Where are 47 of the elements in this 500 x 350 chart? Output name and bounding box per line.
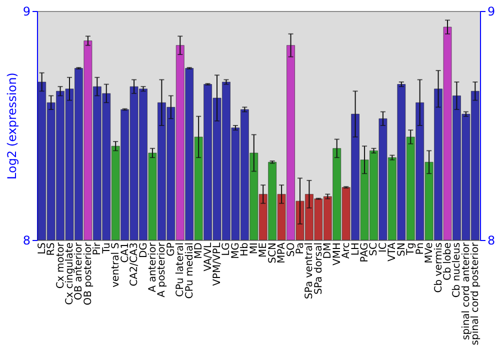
x-tick-label: Arc <box>341 242 352 259</box>
x-tick-label: spinal cord anterior <box>460 242 472 340</box>
x-tick-label: SN <box>396 242 408 256</box>
x-tick-label: Tu <box>101 242 112 254</box>
x-tick-label: MG <box>230 242 242 259</box>
x-tick-label: OB anterior <box>74 242 85 300</box>
x-tick-label: Pa <box>294 242 306 254</box>
x-tick-label: SO <box>286 242 297 257</box>
x-tick-label: VTA <box>387 242 398 262</box>
x-tick-label: Cx motor <box>55 242 66 289</box>
y2-tick-label: 8 <box>488 234 496 248</box>
x-tick-label: ME <box>258 242 270 258</box>
x-tick-label: RS <box>46 242 58 256</box>
x-tick-label: LH <box>350 242 362 256</box>
x-tick-label: DM <box>322 242 334 259</box>
x-tick-label: Tg <box>406 242 417 256</box>
x-tick-label: MVe <box>424 242 436 264</box>
x-tick-label: MPA <box>276 242 288 264</box>
x-tick-label: Cb nucleus <box>452 242 463 298</box>
x-tick-label: A anterior <box>147 242 158 292</box>
x-tick-label: CA2/CA3 <box>129 242 140 286</box>
x-tick-label: VA/VL <box>202 242 214 272</box>
x-tick-label: spinal cord posterior <box>470 242 482 346</box>
x-tick-label: A posterior <box>156 242 168 298</box>
x-tick-label: MI <box>248 242 260 254</box>
x-tick-label: OB posterior <box>82 242 94 306</box>
x-tick-label: SPa dorsal <box>313 242 324 294</box>
y2-tick-label: 9 <box>488 4 496 18</box>
x-tick-label: SC <box>368 242 380 256</box>
x-tick-label: LG <box>221 242 232 256</box>
x-tick-label: ventral S <box>110 242 122 288</box>
x-tick-label: CA1 <box>120 242 131 263</box>
x-tick-label: IC <box>378 242 389 252</box>
x-tick-label: Hb <box>240 242 251 256</box>
x-tick-label: Cx cingulate <box>64 242 76 305</box>
x-tick-label: Cb lobe <box>442 242 454 280</box>
x-tick-label: Cb vermis <box>433 242 444 293</box>
x-tick-label: Pn <box>414 242 426 255</box>
x-tick-label: CPu medial <box>184 242 196 299</box>
x-tick-label: DG <box>138 242 150 258</box>
x-tick-label: GP <box>166 242 177 256</box>
x-tick-label: SCN <box>267 242 278 264</box>
x-tick-label: MD <box>194 242 205 259</box>
y-axis-title: Log2 (expression) <box>4 72 19 180</box>
x-tick-label: Pir <box>92 242 104 256</box>
x-tick-label: LS <box>36 242 48 254</box>
x-tick-label: VMH <box>332 242 343 266</box>
